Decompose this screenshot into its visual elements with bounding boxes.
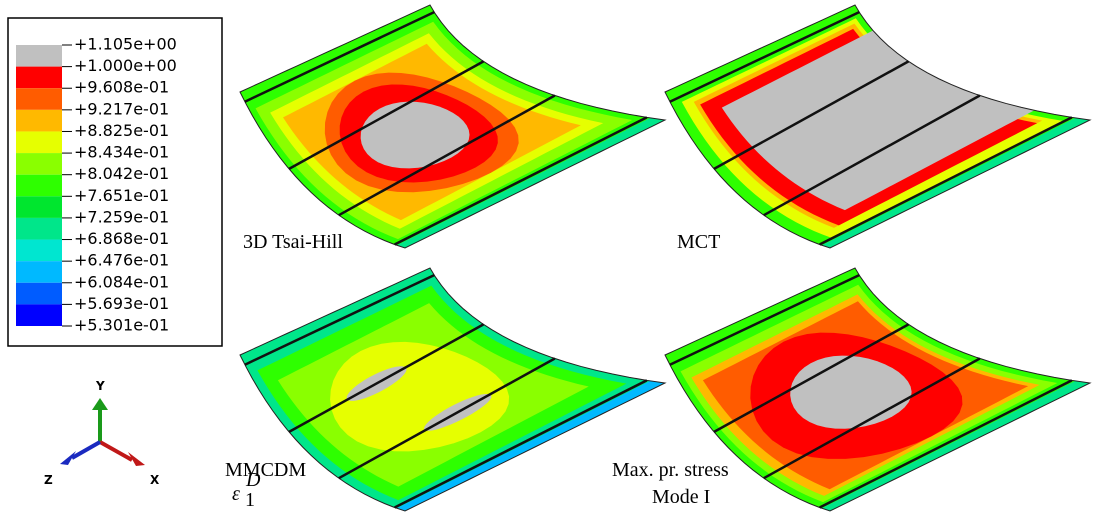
contour-region: [396, 380, 665, 511]
stiffener: [244, 273, 435, 366]
legend-label: +7.259e-01: [74, 207, 169, 226]
legend-label: +5.301e-01: [74, 316, 169, 335]
legend-swatch: [16, 109, 62, 132]
legend: +1.105e+00 +1.000e+00 +9.608e-01 +9.217e-01…: [16, 35, 177, 335]
legend-label: +8.825e-01: [74, 121, 169, 140]
legend-label: +8.434e-01: [74, 143, 169, 162]
legend-label: +1.105e+00: [74, 35, 177, 54]
stiffener: [394, 379, 648, 509]
legend-label: +6.084e-01: [74, 272, 169, 291]
contour-region: [330, 341, 510, 452]
legend-swatch: [16, 153, 62, 175]
shell-outline: [664, 4, 1092, 249]
axis-label: X: [150, 473, 160, 487]
legend-swatch: [16, 174, 62, 197]
stiffener: [338, 357, 556, 480]
legend-swatch: [16, 217, 62, 240]
subscript: 1: [245, 489, 255, 511]
z-axis-arrow: [71, 440, 101, 460]
legend-label: +5.693e-01: [74, 294, 169, 313]
legend-swatch: [16, 131, 62, 154]
stiffener: [394, 116, 648, 246]
contour-region: [360, 101, 470, 169]
stiffener: [713, 323, 910, 433]
stiffener: [288, 60, 485, 170]
stiffener: [713, 60, 910, 170]
panel-label: 3D Tsai-Hill: [243, 231, 343, 253]
stiffener: [669, 10, 860, 103]
symbol: ε: [232, 483, 240, 505]
legend-label: +6.868e-01: [74, 229, 169, 248]
triad: Y X Z: [44, 379, 160, 487]
contour-region: [721, 30, 1035, 211]
stiffener: [763, 357, 981, 480]
x-axis-arrow: [99, 440, 133, 462]
stiffener: [338, 94, 556, 217]
contour-region: [396, 117, 665, 249]
panel-label: Max. pr. stress: [612, 459, 729, 481]
legend-label: +9.608e-01: [74, 78, 169, 97]
stiffener: [819, 116, 1073, 246]
legend-swatch: [16, 66, 62, 89]
legend-label: +8.042e-01: [74, 164, 169, 183]
arrow-head: [92, 398, 108, 410]
legend-label: +9.217e-01: [74, 99, 169, 118]
panel-label: MMCDM: [225, 459, 306, 481]
legend-swatch: [16, 45, 62, 67]
arrow-head: [60, 451, 76, 465]
legend-swatch: [16, 88, 62, 110]
shell-outline: [239, 4, 667, 249]
stiffener: [288, 323, 485, 433]
legend-swatch: [16, 196, 62, 218]
stiffener: [669, 273, 860, 366]
legend-swatch: [16, 304, 62, 326]
arrow-head: [128, 452, 145, 466]
shells: [239, 4, 1092, 512]
shell-outline: [664, 267, 1092, 512]
legend-label: +7.651e-01: [74, 186, 169, 205]
legend-swatch: [16, 239, 62, 262]
contour-region: [821, 117, 1090, 249]
superscript: D: [245, 469, 261, 491]
contour-region: [821, 380, 1090, 511]
panel-label: Mode I: [652, 486, 710, 508]
axis-label: Y: [95, 379, 105, 393]
panel-label: MCT: [677, 231, 720, 253]
legend-label: +1.000e+00: [74, 56, 177, 75]
legend-label: +6.476e-01: [74, 251, 169, 270]
legend-swatch: [16, 261, 62, 283]
stiffener: [819, 379, 1073, 509]
stiffener: [244, 10, 435, 103]
stiffener: [763, 94, 981, 217]
shell-outline: [239, 267, 667, 512]
legend-swatch: [16, 282, 62, 305]
axis-label: Z: [44, 473, 53, 487]
